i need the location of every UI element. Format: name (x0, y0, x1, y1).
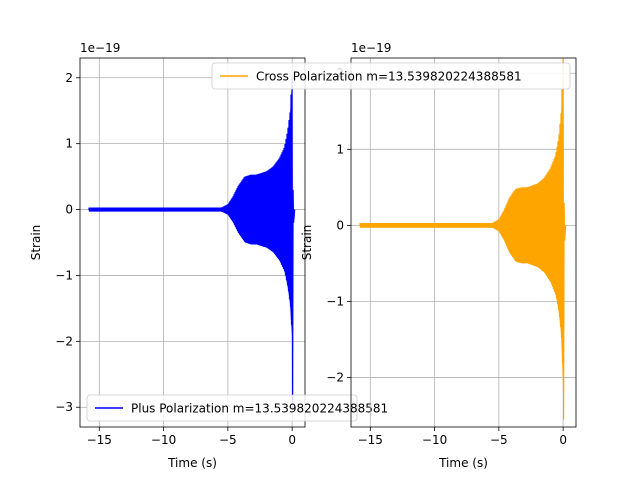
x-tick-label: −10 (422, 433, 447, 447)
axes-frame (79, 57, 306, 428)
y-offset-label: 1e−19 (80, 41, 120, 55)
y-tick-label: −1 (326, 294, 344, 308)
y-tick-label: −2 (55, 334, 73, 348)
y-tick-label: −2 (326, 371, 344, 385)
x-tick-label: 0 (288, 433, 296, 447)
y-axis-label: Strain (29, 225, 43, 261)
y-offset-label: 1e−19 (351, 41, 391, 55)
legend-box (211, 62, 571, 90)
y-tick-label: 0 (65, 203, 73, 217)
x-tick-label: −5 (490, 433, 508, 447)
x-tick-label: −15 (87, 433, 112, 447)
series-envelope-fill (89, 83, 292, 336)
x-axis-label: Time (s) (438, 456, 488, 470)
series-envelope-fill (360, 66, 563, 385)
legend-label: Plus Polarization m=13.539820224388581 (131, 402, 388, 416)
y-tick-label: 1 (336, 142, 344, 156)
axes-frame (350, 57, 577, 428)
y-tick-label: 2 (65, 71, 73, 85)
y-tick-label: 0 (336, 218, 344, 232)
y-tick-label: −3 (55, 400, 73, 414)
x-tick-label: −15 (358, 433, 383, 447)
y-tick-label: 1 (65, 137, 73, 151)
y-axis-label: Strain (300, 225, 314, 261)
x-axis-label: Time (s) (167, 456, 217, 470)
y-tick-label: −1 (55, 268, 73, 282)
legend-box (86, 394, 358, 422)
legend-label: Cross Polarization m=13.539820224388581 (256, 70, 522, 84)
x-tick-label: −10 (151, 433, 176, 447)
x-tick-label: 0 (559, 433, 567, 447)
x-tick-label: −5 (219, 433, 237, 447)
